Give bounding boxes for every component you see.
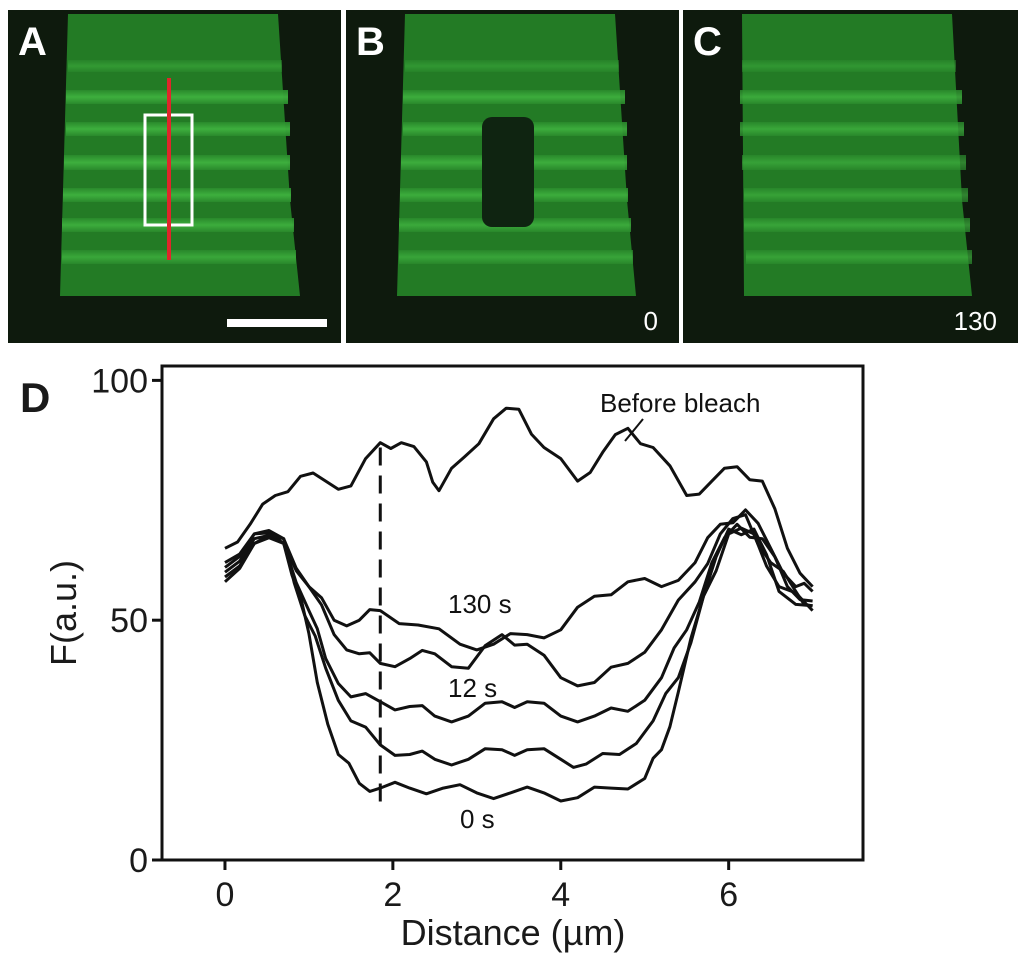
micrograph-panel-b: B 0	[346, 10, 679, 343]
x-tick-label: 4	[551, 876, 570, 914]
scale-bar	[227, 319, 327, 327]
plot-panel-d: D 0 2 4 6 0 50 100 Distance (µm) F(a.u.) Befo…	[20, 362, 865, 953]
trace-line-3	[224, 522, 813, 724]
fluorescence-traces	[223, 406, 814, 803]
annotation-before-bleach: Before bleach	[600, 388, 760, 418]
cell-a-striations	[62, 60, 296, 264]
y-axis-ticks: 0 50 100	[91, 362, 162, 880]
annotation-12s: 12 s	[448, 673, 497, 703]
panel-d-label: D	[20, 374, 50, 421]
panel-a-label: A	[18, 20, 47, 64]
x-tick-label: 2	[383, 876, 402, 914]
panel-c-time: 130	[954, 306, 997, 336]
y-tick-label: 0	[129, 842, 148, 880]
panel-b-label: B	[356, 20, 385, 64]
annotation-0s: 0 s	[460, 804, 495, 834]
plot-frame	[160, 364, 865, 862]
micrograph-panel-c: C 130	[683, 10, 1018, 343]
y-tick-label: 100	[91, 362, 148, 400]
panel-b-time: 0	[644, 306, 658, 336]
trace-line-0	[224, 406, 814, 588]
cell-c-striations	[740, 60, 972, 264]
y-axis-label: F(a.u.)	[43, 560, 84, 666]
micrograph-panel-a: A	[8, 10, 341, 343]
bleached-region	[482, 117, 534, 227]
y-tick-label: 50	[110, 602, 148, 640]
x-tick-label: 0	[216, 876, 235, 914]
trace-line-2	[224, 513, 813, 688]
annotation-before-bleach-pointer	[624, 418, 644, 442]
x-axis-ticks: 0 2 4 6	[216, 860, 738, 914]
panel-c-label: C	[693, 20, 722, 64]
annotation-130s: 130 s	[448, 589, 512, 619]
x-tick-label: 6	[719, 876, 738, 914]
trace-line-4	[224, 527, 813, 769]
x-axis-label: Distance (µm)	[401, 912, 626, 953]
trace-line-5	[223, 526, 814, 803]
